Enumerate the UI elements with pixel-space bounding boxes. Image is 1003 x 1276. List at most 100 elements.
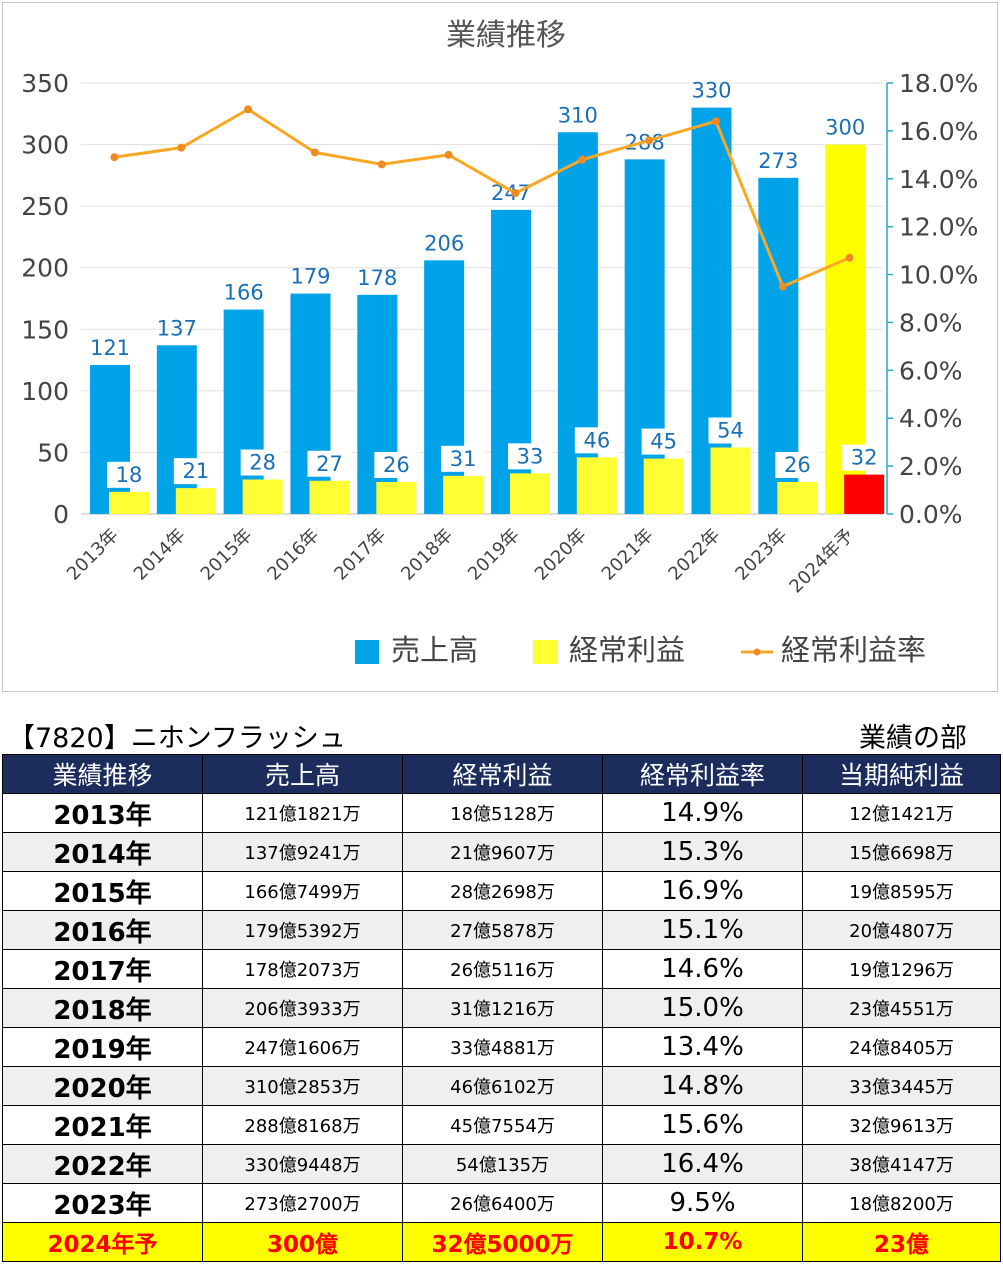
profit-label-bg: [107, 461, 151, 488]
profit-bar: [576, 457, 617, 514]
x-tick-label: 2019年: [464, 525, 524, 585]
sales-data-label: 300: [825, 116, 865, 140]
profit-label-bg: [641, 428, 686, 455]
sales-cell: 178億2073万: [202, 949, 403, 989]
y-left-tick-label: 100: [21, 377, 69, 406]
profit-cell: 32億5000万: [402, 1222, 603, 1262]
table-row: 2019年 247億1606万 33億4881万 13.4% 24億8405万: [2, 1027, 1001, 1067]
profit-cell: 27億5878万: [402, 910, 603, 950]
y-right-tick-label: 6.0%: [899, 356, 963, 385]
margin-cell: 15.0%: [602, 988, 803, 1028]
table-row: 2016年 179億5392万 27億5878万 15.1% 20億4807万: [2, 910, 1001, 950]
profit-data-label: 32: [851, 446, 878, 470]
year-cell: 2020年: [2, 1066, 203, 1106]
net-income-cell: 19億1296万: [802, 949, 1001, 989]
margin-point: [778, 282, 787, 291]
profit-bar: [376, 481, 417, 514]
header-cell: 経常利益: [402, 754, 603, 794]
table-row: 2014年 137億9241万 21億9607万 15.3% 15億6698万: [2, 832, 1001, 872]
sales-cell: 179億5392万: [202, 910, 403, 950]
sales-data-label: 247: [491, 181, 531, 205]
margin-cell: 15.1%: [602, 910, 803, 950]
x-tick-label: 2022年: [664, 525, 724, 585]
net-income-cell: 32億9613万: [802, 1105, 1001, 1145]
table-row: 2017年 178億2073万 26億5116万 14.6% 19億1296万: [2, 949, 1001, 989]
sales-data-label: 137: [157, 316, 197, 340]
y-left-tick-label: 350: [21, 69, 69, 98]
profit-label-bg: [842, 444, 887, 471]
legend-margin-label: 経常利益率: [781, 633, 926, 667]
margin-cell: 14.8%: [602, 1066, 803, 1106]
net-income-cell: 12億1421万: [802, 793, 1001, 833]
year-cell: 2024年予: [2, 1222, 203, 1262]
margin-point: [110, 153, 119, 162]
sales-data-label: 310: [558, 103, 598, 127]
sales-cell: 247億1606万: [202, 1027, 403, 1067]
profit-data-label: 21: [182, 459, 209, 483]
table-row: 2021年 288億8168万 45億7554万 15.6% 32億9613万: [2, 1105, 1001, 1145]
chart-title: 業績推移: [446, 18, 566, 53]
profit-data-label: 33: [517, 444, 544, 468]
legend-margin-marker: [753, 648, 761, 656]
performance-chart: 業績推移 0 50 100 150 200 250 300 350 0.0% 2.0% 4.0% 6.0…: [21, 18, 978, 667]
profit-data-label: 28: [249, 451, 276, 475]
y-right-tick-label: 14.0%: [899, 165, 978, 194]
margin-cell: 9.5%: [602, 1183, 803, 1223]
company-title: 【7820】ニホンフラッシュ: [8, 723, 346, 754]
margin-point: [845, 253, 854, 262]
profit-bar: [309, 480, 350, 514]
net-income-cell: 38億4147万: [802, 1144, 1001, 1184]
net-income-cell: 23億: [802, 1222, 1001, 1262]
y-right-tick-label: 18.0%: [899, 69, 978, 98]
profit-cell: 46億6102万: [402, 1066, 603, 1106]
margin-point: [444, 150, 453, 159]
profit-data-label: 26: [784, 453, 811, 477]
sales-cell: 288億8168万: [202, 1105, 403, 1145]
sales-cell: 121億1821万: [202, 793, 403, 833]
profit-cell: 26億6400万: [402, 1183, 603, 1223]
margin-cell: 14.6%: [602, 949, 803, 989]
margin-cell: 16.4%: [602, 1144, 803, 1184]
header-cell: 経常利益率: [602, 754, 803, 794]
x-tick-label: 2024年予: [785, 525, 858, 598]
y-right-tick-label: 2.0%: [899, 452, 963, 481]
profit-data-label: 26: [383, 453, 410, 477]
x-tick-label: 2023年: [731, 525, 791, 585]
sales-data-label: 273: [758, 149, 798, 173]
profit-bar: [710, 447, 751, 514]
sales-bar: [557, 132, 598, 514]
margin-point: [711, 117, 720, 126]
x-tick-label: 2018年: [397, 525, 457, 585]
profit-data-label: 45: [650, 430, 677, 454]
profit-label-bg: [374, 451, 419, 478]
year-cell: 2016年: [2, 910, 203, 950]
sales-cell: 273億2700万: [202, 1183, 403, 1223]
margin-cell: 16.9%: [602, 871, 803, 911]
profit-label-bg: [708, 417, 753, 444]
profit-bar: [175, 488, 216, 514]
profit-bar: [109, 491, 149, 514]
margin-line: [114, 107, 851, 289]
y-right-tick-label: 10.0%: [899, 261, 978, 290]
legend-profit-label: 経常利益: [569, 633, 685, 667]
x-tick-label: 2017年: [330, 525, 390, 585]
profit-bar: [777, 481, 818, 514]
sales-data-label: 178: [357, 266, 397, 290]
x-tick-label: 2020年: [531, 525, 591, 585]
margin-cell: 13.4%: [602, 1027, 803, 1067]
profit-cell: 31億1216万: [402, 988, 603, 1028]
legend-sales-label: 売上高: [391, 633, 478, 667]
net-income-cell: 20億4807万: [802, 910, 1001, 950]
margin-cell: 15.3%: [602, 832, 803, 872]
legend-profit-swatch: [533, 640, 557, 664]
net-income-cell: 23億4551万: [802, 988, 1001, 1028]
margin-cell: 15.6%: [602, 1105, 803, 1145]
net-income-cell: 33億3445万: [802, 1066, 1001, 1106]
profit-label-bg: [307, 450, 352, 477]
profit-label-bg: [574, 427, 619, 454]
table-row: 2013年 121億1821万 18億5128万 14.9% 12億1421万: [2, 793, 1001, 833]
sales-data-label: 121: [90, 336, 130, 360]
profit-label-bg: [173, 458, 218, 485]
profit-label-bg: [240, 449, 285, 476]
profit-bar: [443, 475, 484, 514]
